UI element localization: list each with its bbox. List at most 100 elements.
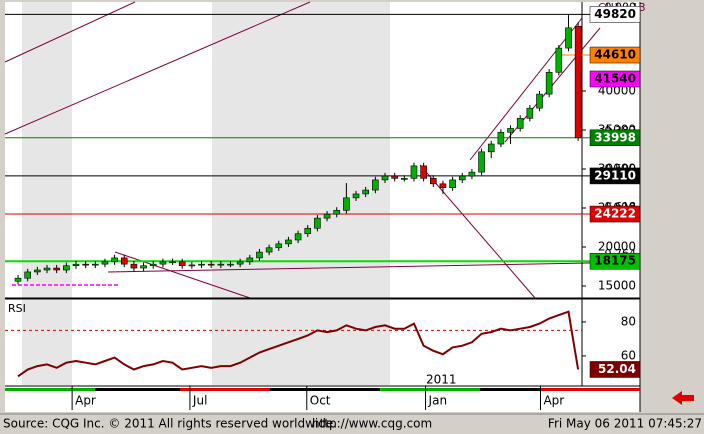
candle-body <box>256 251 263 259</box>
value-box <box>589 252 641 270</box>
status-strip <box>380 388 480 391</box>
rsi-line <box>17 310 580 378</box>
value-box-label: 44610 <box>594 48 636 62</box>
value-box <box>589 70 641 88</box>
candle-body <box>227 263 234 266</box>
candle-body <box>401 178 408 180</box>
trendline <box>107 261 641 273</box>
candle-body <box>217 263 225 266</box>
candle-body <box>507 128 514 133</box>
candle-body <box>246 257 254 263</box>
value-box <box>589 167 641 185</box>
period-shade <box>212 2 390 298</box>
value-box-label: 18175 <box>594 254 636 268</box>
value-box-label: 52.04 <box>598 362 636 376</box>
year-label: 2011 <box>426 373 457 387</box>
candle-body <box>333 210 341 215</box>
candle-body <box>188 264 196 267</box>
candle-body <box>53 267 60 271</box>
footer-timestamp: Fri May 06 2011 07:45:27 <box>548 417 702 431</box>
candle-body <box>565 27 572 49</box>
x-tick-label: Jul <box>192 394 207 408</box>
candle-body <box>497 132 505 145</box>
value-box <box>589 46 641 64</box>
candle-body <box>429 178 437 185</box>
value-box-label: 41540 <box>594 71 636 85</box>
candle-body <box>381 175 389 181</box>
candle-body <box>34 269 41 273</box>
candle-body <box>574 25 582 139</box>
candle-body <box>140 265 147 269</box>
period-shade <box>22 2 72 298</box>
status-bar <box>0 414 704 434</box>
candle-body <box>516 117 524 129</box>
status-strip <box>180 388 270 391</box>
candle-body <box>545 71 553 95</box>
y-tick-label: 15000 <box>598 278 636 292</box>
candle-body <box>410 165 418 179</box>
candle-body <box>111 257 118 263</box>
value-box-label: 33998 <box>594 130 636 144</box>
candle-body <box>343 197 350 211</box>
candle-body <box>120 257 128 265</box>
status-strip <box>480 388 540 391</box>
status-strip <box>95 388 180 391</box>
candle-body <box>130 263 138 269</box>
status-strip <box>5 388 95 391</box>
candle-body <box>468 171 476 177</box>
rsi-tick-label: 60 <box>621 348 636 362</box>
candle-body <box>478 151 485 173</box>
period-shade <box>212 300 390 385</box>
trendline <box>114 251 251 299</box>
candle-body <box>63 265 70 271</box>
candle-body <box>159 261 167 265</box>
candle-body <box>487 143 495 153</box>
candle-body <box>555 47 563 73</box>
value-box-label: 29110 <box>594 168 636 182</box>
x-tick-label: Apr <box>543 394 564 408</box>
trendline <box>4 1 311 135</box>
candle-body <box>82 263 89 266</box>
candle-body <box>372 179 379 191</box>
footer-url: http://www.cqg.com <box>312 417 432 431</box>
candle-body <box>275 243 283 249</box>
value-box-label: 24222 <box>594 207 636 221</box>
candle-body <box>362 189 369 195</box>
candle-body <box>294 233 302 241</box>
x-tick-label: Apr <box>75 394 96 408</box>
candle-body <box>304 227 312 235</box>
candle-body <box>149 263 157 267</box>
candle-body <box>207 263 215 266</box>
candle-body <box>24 271 31 279</box>
candle-body <box>526 107 534 119</box>
candle-body <box>14 277 22 282</box>
value-box <box>589 361 641 378</box>
scroll-arrow[interactable] <box>672 391 694 405</box>
candle-body <box>285 239 292 245</box>
candle-body <box>265 247 273 253</box>
rsi-tick-label: 80 <box>621 314 636 328</box>
candle-body <box>536 93 543 109</box>
y-tick-label: 20000 <box>598 239 636 253</box>
candle-body <box>449 179 456 189</box>
trendline <box>4 1 136 63</box>
trendline <box>419 164 536 299</box>
period-shade <box>22 300 72 385</box>
value-box <box>589 6 641 23</box>
channel-line <box>469 17 583 161</box>
candle-body <box>314 217 321 229</box>
candle-body <box>101 261 109 265</box>
candle-body <box>323 213 331 219</box>
candle-body <box>458 175 466 181</box>
status-strip <box>270 388 380 391</box>
candle-body <box>236 261 244 265</box>
candle-body <box>91 263 99 266</box>
candle-body <box>72 263 80 267</box>
candle-body <box>43 267 51 271</box>
candle-body <box>178 261 186 267</box>
rsi-label: RSI <box>8 302 26 315</box>
status-strip <box>540 388 640 391</box>
candle-body <box>439 183 447 189</box>
x-tick-label: Oct <box>310 394 331 408</box>
